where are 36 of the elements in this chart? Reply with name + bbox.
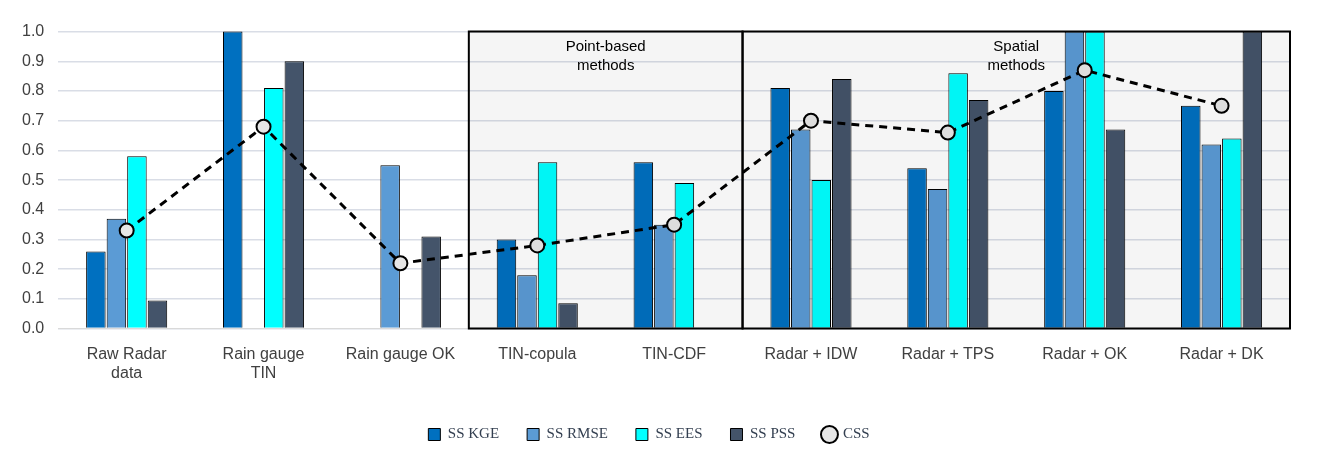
x-tick-label: TIN-copula: [498, 344, 577, 362]
point: [255, 118, 272, 135]
y-tick-label: 0.7: [21, 111, 45, 129]
y-tick-label: 0.4: [21, 200, 45, 218]
point: [802, 112, 819, 129]
legend-label: SS EES: [655, 425, 703, 442]
x-tick-label: Radar + OK: [1042, 344, 1128, 362]
point: [392, 255, 409, 272]
x-tick-label: Rain gauge OK: [345, 344, 456, 362]
point: [1076, 62, 1093, 79]
point: [939, 124, 956, 141]
legend-label: SS PSS: [750, 425, 796, 442]
x-tick-label: Rain gauge TIN: [222, 344, 305, 381]
x-tick-label: TIN-CDF: [642, 344, 707, 362]
x-tick-label: Radar + TPS: [901, 344, 995, 362]
y-tick-label: 1.0: [21, 22, 45, 40]
legend-label: SS RMSE: [546, 425, 608, 442]
y-tick-label: 0.1: [21, 289, 45, 307]
y-tick-label: 0.6: [21, 140, 45, 158]
x-tick-label: Raw Radar data: [86, 344, 168, 381]
y-tick-label: 0.5: [21, 170, 45, 188]
point: [118, 222, 135, 239]
y-tick-label: 0.3: [21, 229, 45, 247]
point: [529, 237, 546, 254]
y-tick-label: 0.9: [21, 51, 45, 69]
band-label: Spatial methods: [987, 37, 1046, 74]
band-label: Point-based methods: [565, 37, 646, 74]
x-tick-label: Radar + DK: [1179, 344, 1264, 362]
y-tick-label: 0.0: [21, 319, 45, 337]
x-tick-label: Radar + IDW: [764, 344, 859, 362]
point: [666, 216, 683, 233]
y-tick-label: 0.8: [21, 81, 45, 99]
y-tick-label: 0.2: [21, 259, 45, 277]
legend-label: SS KGE: [447, 425, 500, 442]
point: [1213, 97, 1230, 114]
legend-label: CSS: [842, 425, 870, 442]
